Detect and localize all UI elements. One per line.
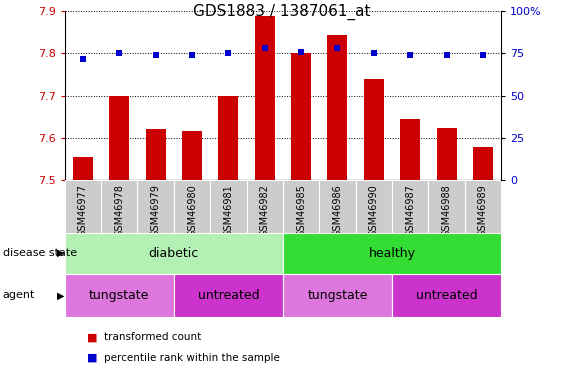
Text: GSM46988: GSM46988: [441, 184, 452, 237]
Bar: [73, 157, 93, 180]
Text: GSM46980: GSM46980: [187, 184, 197, 237]
Bar: [137, 180, 174, 232]
Text: ▶: ▶: [57, 248, 65, 258]
Text: GSM46989: GSM46989: [478, 184, 488, 237]
Text: untreated: untreated: [198, 289, 259, 302]
Bar: [65, 180, 501, 232]
Bar: [428, 180, 464, 232]
Point: [333, 45, 342, 51]
Text: GSM46981: GSM46981: [224, 184, 234, 237]
Text: ■: ■: [87, 353, 98, 363]
Text: GSM46985: GSM46985: [296, 184, 306, 237]
Bar: [182, 132, 202, 180]
Text: transformed count: transformed count: [104, 333, 202, 342]
Text: GSM46977: GSM46977: [78, 184, 88, 237]
Point: [442, 52, 451, 58]
Bar: [109, 96, 129, 180]
Text: GSM46979: GSM46979: [151, 184, 160, 237]
Text: healthy: healthy: [369, 247, 415, 259]
Text: GSM46987: GSM46987: [405, 184, 415, 237]
Point: [406, 52, 415, 58]
Text: agent: agent: [3, 290, 35, 300]
Bar: [464, 180, 501, 232]
Text: GDS1883 / 1387061_at: GDS1883 / 1387061_at: [193, 4, 370, 20]
Text: untreated: untreated: [415, 289, 477, 302]
Text: diabetic: diabetic: [149, 247, 199, 259]
Bar: [218, 96, 238, 180]
Bar: [65, 180, 101, 232]
Text: ▶: ▶: [57, 290, 65, 300]
Text: GSM46990: GSM46990: [369, 184, 379, 237]
Bar: [356, 180, 392, 232]
Bar: [291, 54, 311, 180]
Text: disease state: disease state: [3, 248, 77, 258]
Text: tungstate: tungstate: [89, 289, 149, 302]
Text: ■: ■: [87, 333, 98, 342]
Bar: [174, 274, 283, 317]
Bar: [319, 180, 356, 232]
Bar: [392, 180, 428, 232]
Bar: [247, 180, 283, 232]
Bar: [283, 232, 501, 274]
Text: tungstate: tungstate: [307, 289, 368, 302]
Point: [297, 49, 306, 55]
Bar: [174, 180, 210, 232]
Text: GSM46986: GSM46986: [332, 184, 342, 237]
Point: [151, 52, 160, 58]
Point: [479, 52, 488, 58]
Point: [260, 45, 269, 51]
Point: [187, 52, 196, 58]
Bar: [101, 180, 137, 232]
Point: [369, 51, 378, 57]
Text: GSM46978: GSM46978: [114, 184, 124, 237]
Bar: [364, 79, 384, 180]
Text: percentile rank within the sample: percentile rank within the sample: [104, 353, 280, 363]
Bar: [65, 232, 283, 274]
Bar: [65, 274, 174, 317]
Text: GSM46982: GSM46982: [260, 184, 270, 237]
Bar: [392, 274, 501, 317]
Bar: [473, 147, 493, 180]
Bar: [283, 180, 319, 232]
Bar: [254, 16, 275, 180]
Bar: [210, 180, 247, 232]
Point: [78, 56, 87, 62]
Bar: [436, 128, 457, 180]
Bar: [400, 119, 420, 180]
Bar: [328, 35, 347, 180]
Point: [115, 51, 124, 57]
Bar: [283, 274, 392, 317]
Bar: [146, 129, 166, 180]
Point: [224, 51, 233, 57]
